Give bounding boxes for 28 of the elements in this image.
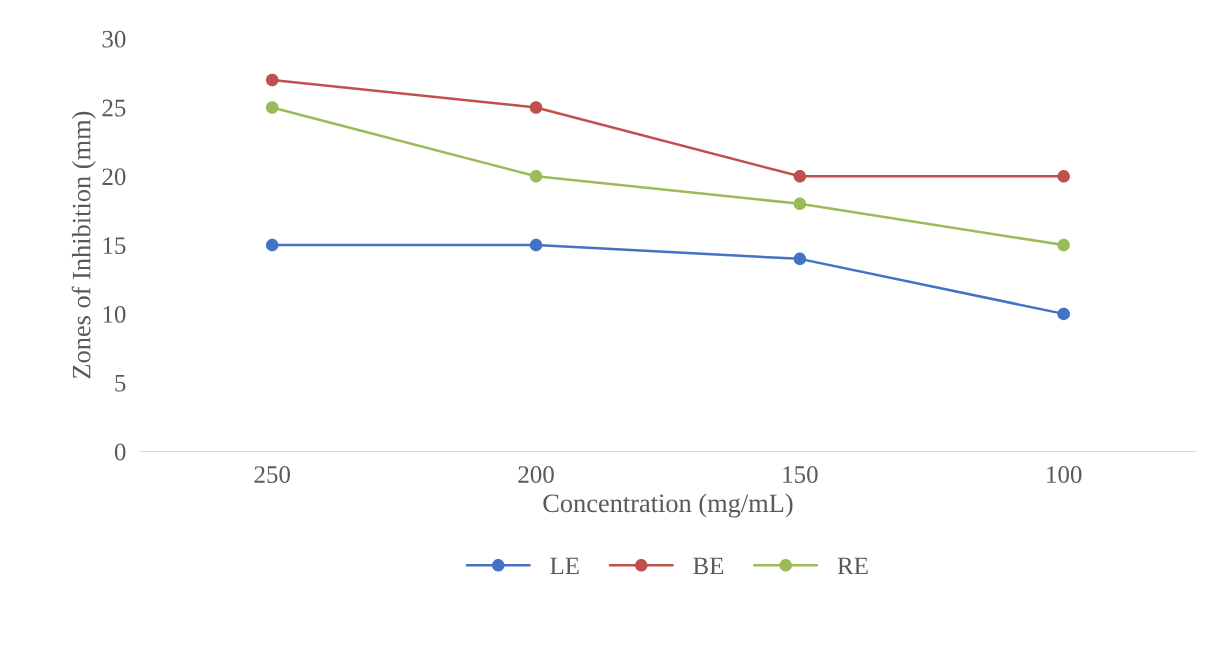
x-tick-label: 100 (1047, 466, 1082, 483)
y-tick-label: 5 (115, 375, 126, 392)
point (265, 73, 279, 87)
y-axis-title: Zones of Inhibition (mm) (71, 111, 96, 379)
point (1057, 307, 1070, 321)
point (793, 252, 807, 266)
x-tick-label: 200 (518, 466, 554, 483)
y-tick-label: 0 (114, 443, 126, 461)
x-tick-label: 150 (783, 466, 818, 483)
point (529, 170, 543, 183)
y-tick-label: 15 (103, 237, 126, 255)
x-axis-title: Concentration (mg/mL) (543, 493, 793, 518)
point (793, 197, 807, 211)
point (1057, 170, 1070, 183)
legend-label: LE (550, 557, 579, 575)
point (1057, 238, 1070, 252)
y-tick-label: 20 (102, 168, 126, 186)
legend-label: RE (837, 557, 868, 575)
y-tick-label: 30 (102, 30, 126, 48)
legend-label: BE (693, 557, 724, 575)
y-tick-label: 10 (103, 305, 126, 323)
point (529, 101, 543, 114)
point (793, 170, 807, 183)
point (265, 101, 279, 114)
y-tick-label: 25 (102, 99, 126, 117)
x-tick-label: 250 (254, 466, 291, 483)
point (529, 238, 543, 252)
point (265, 238, 279, 252)
